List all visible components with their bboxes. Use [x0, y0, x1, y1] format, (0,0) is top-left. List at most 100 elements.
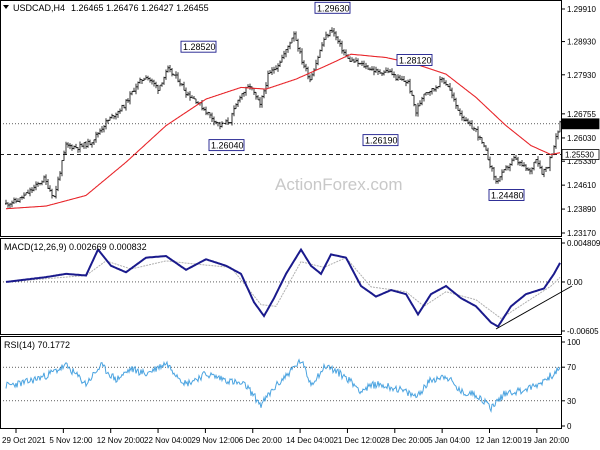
macd-tick-label: -0.00605 [567, 327, 599, 336]
annotation-box [362, 134, 399, 147]
price-bar [541, 165, 543, 175]
price-bar [179, 78, 181, 87]
price-bar [349, 56, 351, 62]
price-bar [131, 90, 133, 96]
price-bar [77, 147, 79, 153]
price-bar [481, 137, 483, 144]
price-bar [473, 126, 475, 131]
price-bar [41, 180, 43, 186]
price-bar [105, 118, 107, 130]
time-tick-label: 12 Jan 12:00 [476, 436, 523, 445]
price-bar [459, 108, 461, 116]
reference-level-box [561, 149, 600, 160]
price-bar [393, 71, 395, 78]
price-bar [277, 63, 279, 72]
rsi-line [5, 358, 561, 413]
price-bar [33, 184, 35, 192]
price-bar [13, 197, 15, 204]
price-bar [125, 99, 127, 111]
price-bar [293, 31, 295, 42]
reference-level-box-label: 1.25530 [565, 151, 594, 160]
price-bar [517, 156, 519, 166]
price-bar [555, 133, 557, 149]
price-bar [455, 97, 457, 109]
price-bar [111, 113, 113, 119]
price-bar [91, 142, 93, 148]
price-bar [75, 143, 77, 149]
price-bar [267, 70, 269, 88]
price-bar [5, 199, 7, 205]
price-plot: 1.29630 1.28520 1.28120 1.26190 1.26040 1.244… [0, 1, 561, 210]
price-tick-label: 1.26755 [567, 110, 596, 119]
dropdown-triangle-icon[interactable] [3, 5, 9, 9]
price-bar [497, 178, 499, 184]
price-bar [301, 48, 303, 65]
price-bar [107, 119, 109, 124]
price-bar [321, 42, 323, 52]
price-bar [145, 75, 147, 80]
rsi-panel-frame [0, 336, 562, 429]
watermark: ActionForex.com [275, 175, 403, 194]
price-bar [157, 84, 159, 94]
price-bar [421, 96, 423, 106]
price-bar [311, 72, 313, 81]
price-bar [163, 76, 165, 85]
price-bar [479, 135, 481, 140]
price-bar [141, 79, 143, 84]
price-bar [239, 95, 241, 103]
price-bar [229, 122, 231, 124]
price-bar [323, 37, 325, 47]
time-tick-label: 5 Jan 04:00 [428, 436, 470, 445]
price-bar [137, 81, 139, 90]
price-bar [273, 66, 275, 74]
price-bar [533, 161, 535, 171]
price-bar [337, 36, 339, 44]
price-bar [507, 165, 509, 171]
price-tick-label: 1.29910 [567, 5, 596, 14]
price-bar [521, 160, 523, 167]
price-bar [11, 200, 13, 208]
price-bar [315, 59, 317, 71]
moving-average-line [6, 53, 561, 210]
price-bar [85, 141, 87, 149]
price-tick-label: 1.23890 [567, 205, 596, 214]
price-bar [221, 121, 223, 128]
price-bar [405, 80, 407, 87]
price-bar [501, 169, 503, 181]
price-bar [25, 192, 27, 196]
annotation-box [180, 40, 217, 53]
price-bar [539, 160, 541, 169]
price-bar [327, 33, 329, 38]
price-bar [23, 192, 25, 199]
price-panel-frame [0, 0, 562, 237]
price-bar [287, 45, 289, 53]
time-tick-label: 29 Nov 12:00 [191, 436, 239, 445]
price-bar [253, 87, 255, 95]
price-bar [97, 132, 99, 138]
annotation-box [314, 1, 351, 14]
price-bar [527, 167, 529, 171]
price-bar [353, 58, 355, 63]
price-bar [171, 68, 173, 77]
price-tick-label: 1.25330 [567, 157, 596, 166]
price-bar [155, 81, 157, 89]
price-bar [189, 91, 191, 101]
price-bar [437, 86, 439, 89]
price-bar [103, 125, 105, 133]
symbol-label: USDCAD,H4 [13, 3, 65, 13]
price-bar [371, 66, 373, 71]
price-bar [475, 128, 477, 133]
price-bar [505, 165, 507, 171]
price-bar [101, 126, 103, 133]
price-bar [531, 167, 533, 175]
macd-line [5, 247, 561, 328]
price-bar [297, 38, 299, 52]
price-bar [415, 104, 417, 117]
price-bar [281, 54, 283, 63]
price-bar [133, 87, 135, 92]
price-bar [545, 166, 547, 172]
time-tick-label: 12 Nov 20:00 [97, 436, 145, 445]
annotation-label: 1.28520 [183, 42, 216, 52]
annotation-label: 1.28120 [399, 55, 432, 65]
